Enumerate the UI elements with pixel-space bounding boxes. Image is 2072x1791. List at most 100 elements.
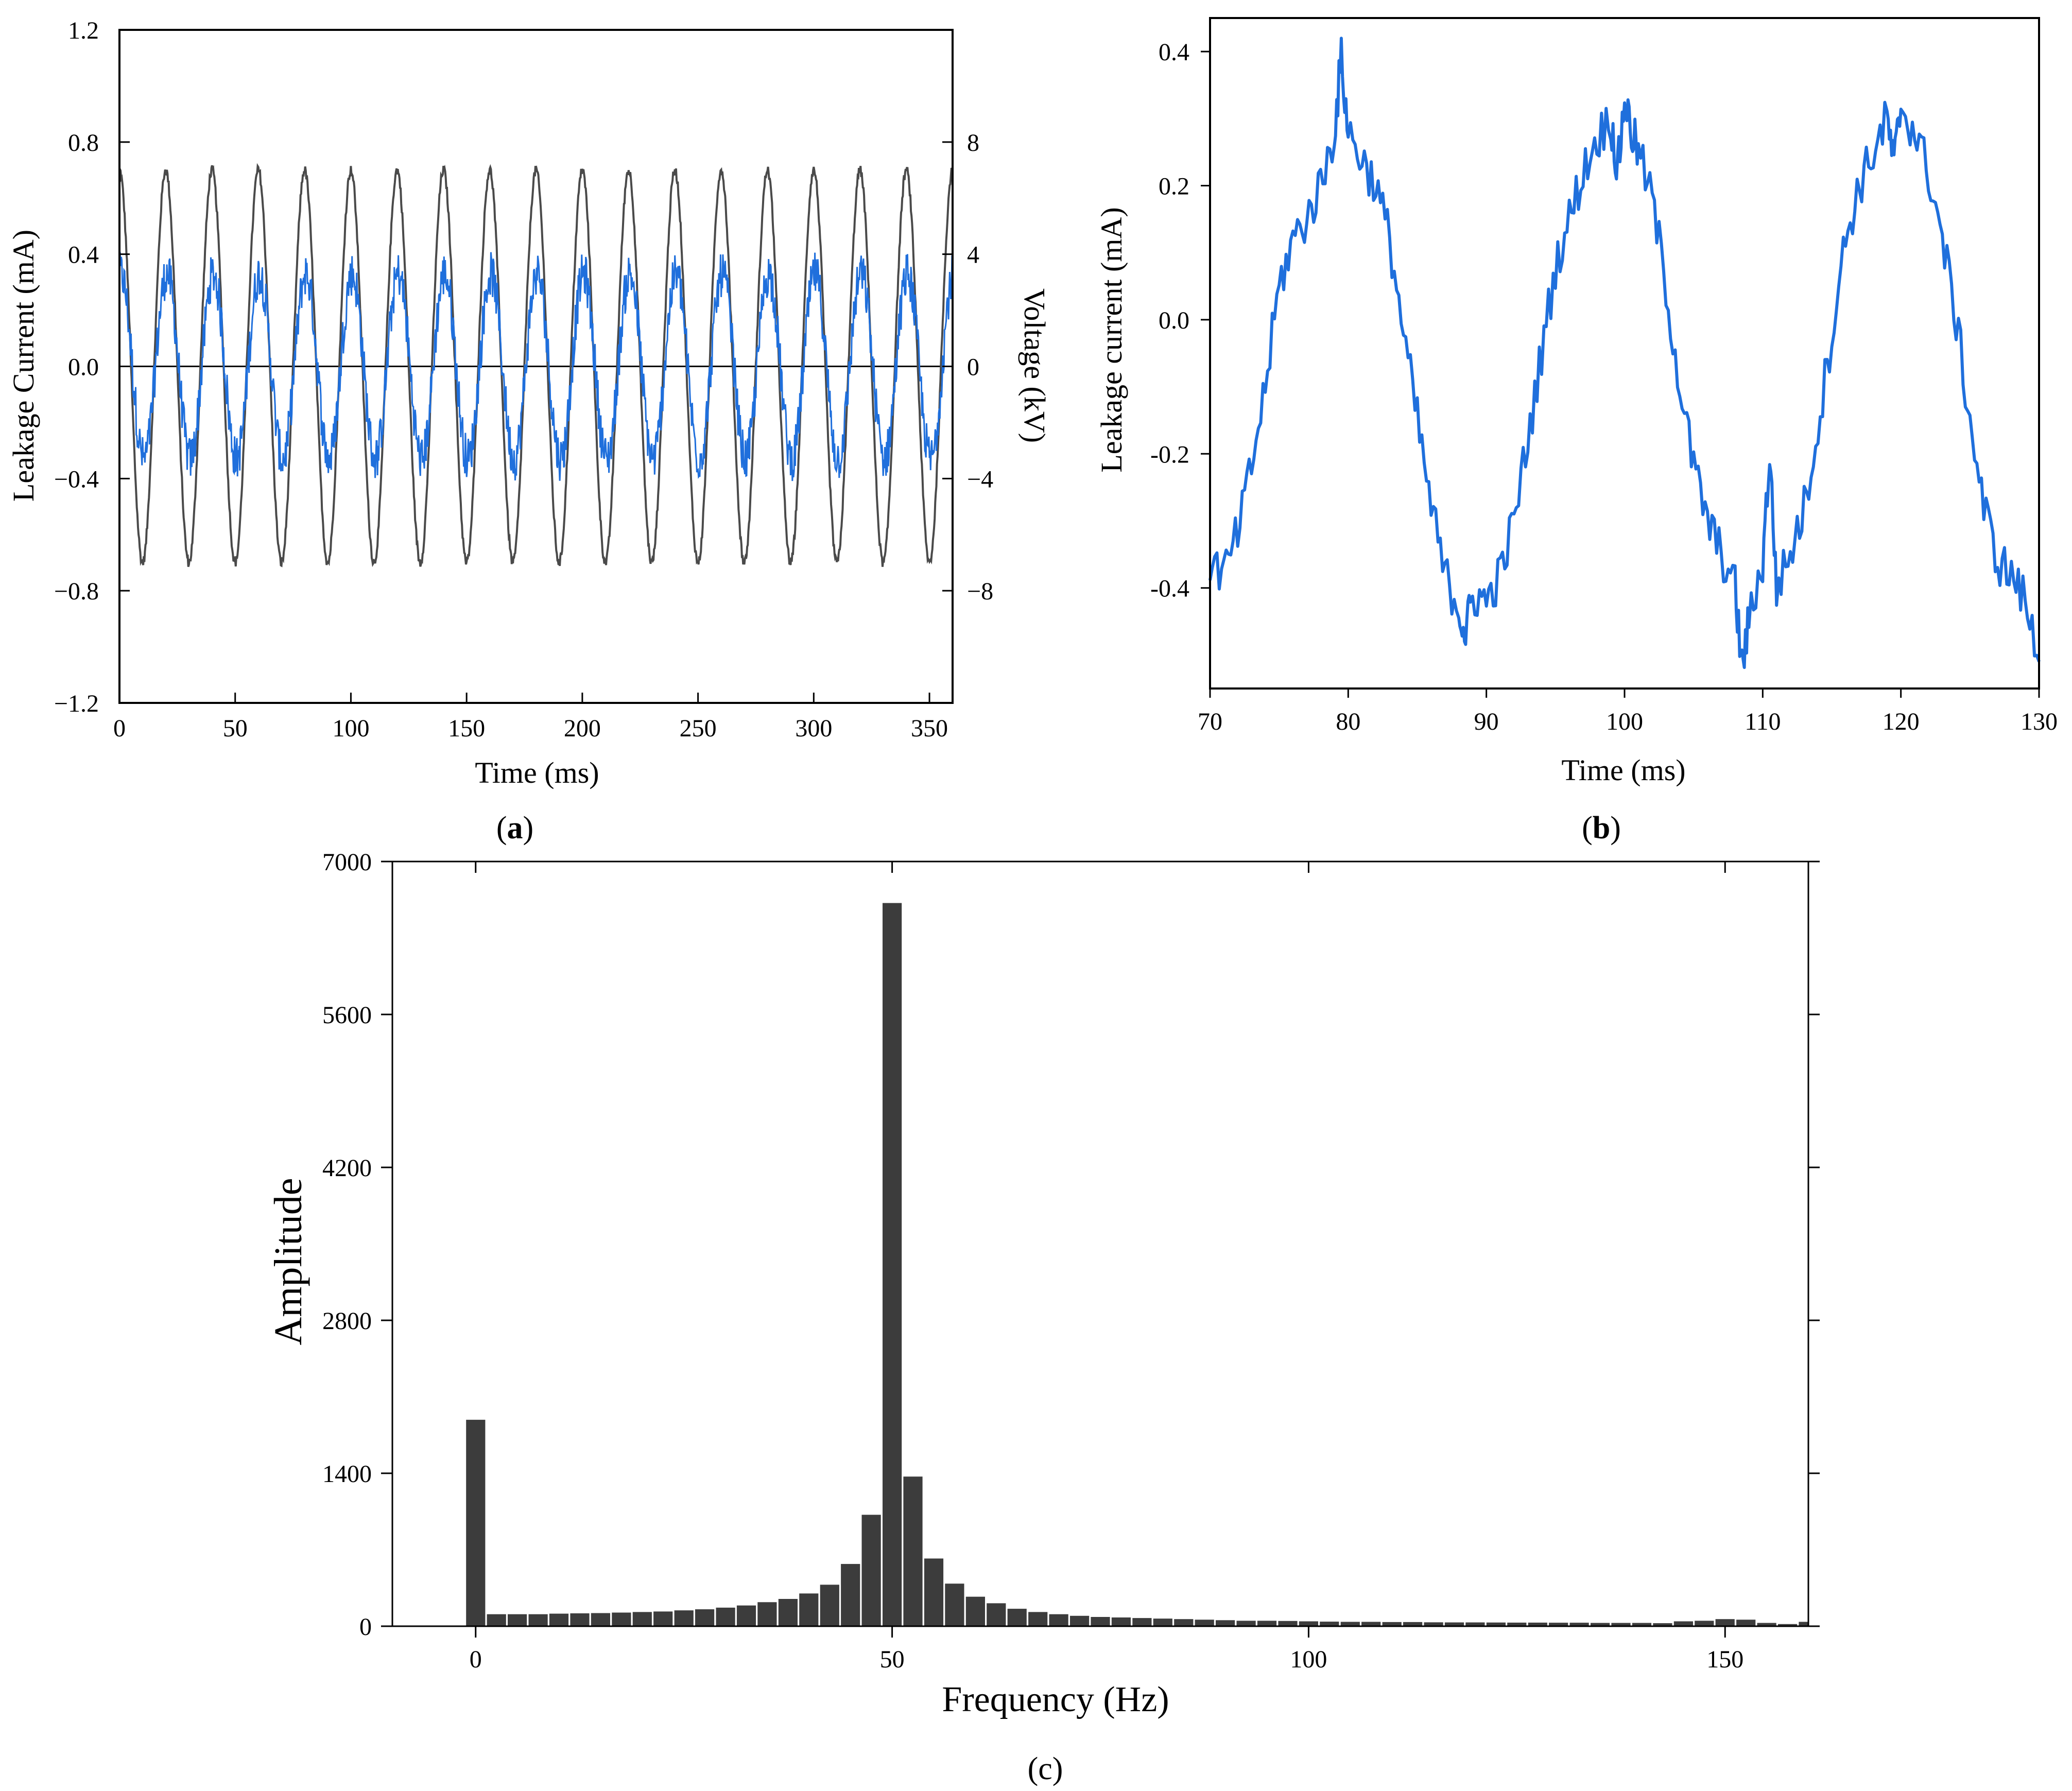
panel-c-bar — [570, 1613, 590, 1626]
panel-c-caption: (c) — [1028, 1751, 1063, 1786]
panel-c-bar — [653, 1611, 673, 1626]
panel-c-bar — [1111, 1617, 1131, 1626]
panel-c-bar — [1216, 1620, 1235, 1626]
panel-c-bar — [903, 1476, 923, 1626]
panel-a-y-tick-label: 0.4 — [68, 242, 99, 269]
panel-a-y2-tick-label: 4 — [967, 242, 979, 269]
panel-a-y2-tick-label: 8 — [967, 129, 979, 157]
panel-c-bar — [1611, 1623, 1631, 1626]
panel-a-x-axis-label: Time (ms) — [475, 756, 599, 789]
panel-c-bar — [632, 1612, 652, 1626]
panel-b-x-tick-label: 110 — [1745, 708, 1781, 735]
panel-c-x-tick-label: 50 — [880, 1646, 905, 1673]
panel-c-y-tick-label: 7000 — [322, 849, 372, 876]
panel-b-current-series-line — [1208, 37, 2041, 669]
panel-c-bar — [945, 1583, 964, 1626]
panel-a-caption-letter: a — [507, 811, 523, 846]
panel-c-bar — [716, 1607, 735, 1626]
panel-c-bar — [1591, 1623, 1610, 1626]
panel-b-x-tick-label: 90 — [1474, 708, 1499, 735]
panel-a-x-ticks: 0 50 100 150 200 250 300 350 — [113, 693, 948, 742]
panel-c-bar — [1382, 1622, 1402, 1626]
panel-c-bar — [1320, 1622, 1339, 1626]
panel-c-bar — [1736, 1620, 1756, 1626]
panel-c-bar — [1257, 1621, 1277, 1626]
panel-c-bar — [1403, 1622, 1423, 1626]
panel-b-x-tick-label: 80 — [1336, 708, 1360, 735]
panel-c-bars — [466, 903, 1808, 1626]
panel-c-bar — [1715, 1619, 1735, 1626]
panel-a-x-tick-label: 150 — [448, 715, 485, 742]
panel-c-bar — [1569, 1623, 1589, 1626]
panel-c-bar — [1444, 1622, 1464, 1626]
panel-c-bar — [549, 1613, 569, 1626]
panel-a-x-tick-label: 300 — [795, 715, 832, 742]
panel-c-bar — [1653, 1623, 1672, 1626]
panel-a-y2-ticks: −8 −4 0 4 8 — [942, 129, 993, 605]
panel-a-y-tick-label: 1.2 — [68, 17, 99, 44]
panel-c-bar — [1070, 1615, 1090, 1626]
panel-c-bar — [1549, 1623, 1568, 1626]
panel-c-x-tick-label: 150 — [1706, 1646, 1743, 1673]
panel-c-bar — [1632, 1623, 1652, 1626]
panel-b-y-axis-label: Leakage current (mA) — [1095, 207, 1128, 472]
panel-a-caption: (a) — [496, 811, 533, 846]
panel-c-bar — [612, 1612, 631, 1626]
panel-a-y-tick-label: −0.8 — [54, 578, 99, 605]
panel-b-x-axis-label: Time (ms) — [1561, 753, 1685, 787]
panel-c-x-tick-label: 0 — [470, 1646, 482, 1673]
panel-c-x-tick-label: 100 — [1290, 1646, 1327, 1673]
panel-c-bar — [1153, 1618, 1172, 1626]
panel-c-bar — [820, 1585, 839, 1626]
panel-c-bar — [1799, 1622, 1808, 1626]
panel-c-bar — [1507, 1623, 1527, 1626]
panel-c-caption-letter: c — [1038, 1751, 1052, 1786]
panel-c-y-axis-label: Amplitude — [267, 1178, 310, 1345]
panel-c-bar — [1778, 1624, 1798, 1626]
panel-c-bar — [591, 1613, 610, 1626]
panel-c-bar — [528, 1614, 548, 1626]
panel-a-y2-tick-label: −8 — [967, 578, 993, 605]
panel-c-y-tick-label: 0 — [359, 1613, 372, 1641]
panel-c-bar — [1465, 1622, 1485, 1626]
panel-c-bar — [674, 1610, 694, 1626]
panel-a-x-tick-label: 350 — [911, 715, 948, 742]
panel-a-x-tick-label: 0 — [113, 715, 126, 742]
panel-c-bar — [1757, 1623, 1776, 1626]
panel-b-y-tick-label: 0.2 — [1159, 173, 1189, 200]
panel-c-y-tick-label: 1400 — [322, 1460, 372, 1488]
panel-c-bar — [1340, 1622, 1360, 1626]
panel-c-bar — [736, 1605, 756, 1626]
panel-c-bar — [1278, 1621, 1298, 1626]
panel-c-bar — [1132, 1618, 1152, 1626]
panel-c-bar — [466, 1420, 486, 1626]
panel-c-y-tick-label: 2800 — [322, 1307, 372, 1335]
panel-b-x-tick-label: 100 — [1606, 708, 1643, 735]
panel-a-y2-axis-label: Voltage (kV) — [1018, 288, 1051, 443]
panel-c-bar — [861, 1514, 881, 1626]
panel-a-current-series-line — [118, 252, 954, 481]
panel-a-x-tick-label: 250 — [680, 715, 717, 742]
panel-c-bar — [757, 1602, 777, 1626]
panel-a-y2-tick-label: −4 — [967, 466, 993, 493]
panel-c-plot-frame — [391, 860, 1809, 1627]
panel-a-x-tick-label: 200 — [564, 715, 601, 742]
panel-a-y-tick-label: −1.2 — [54, 690, 99, 717]
panel-b-leakage-zoom-chart: 70 80 90 100 110 120 130 -0.4 -0.2 0.0 0.2 0.4 Tim… — [1095, 17, 2058, 846]
panel-c-bar — [1049, 1614, 1068, 1626]
panel-c-bar — [987, 1603, 1006, 1626]
panel-c-fft-spectrum-chart: 0 50 100 150 0 1400 2800 4200 5600 7000 Frequenc… — [267, 849, 1820, 1786]
panel-a-y-tick-label: −0.4 — [54, 466, 99, 493]
panel-b-x-tick-label: 70 — [1198, 708, 1222, 735]
panel-c-bar — [778, 1599, 798, 1626]
panel-c-bar — [883, 903, 902, 1626]
panel-a-y-axis-label: Leakage Current (mA) — [7, 230, 40, 502]
panel-c-bar — [1424, 1622, 1443, 1626]
panel-c-bar — [1028, 1612, 1048, 1626]
panel-c-bar — [1486, 1622, 1506, 1626]
panel-b-y-tick-label: 0.4 — [1159, 39, 1189, 66]
panel-c-y-tick-label: 5600 — [322, 1002, 372, 1029]
panel-c-bar — [799, 1593, 819, 1626]
panel-c-bar — [1673, 1621, 1693, 1626]
panel-c-bar — [1528, 1623, 1547, 1626]
